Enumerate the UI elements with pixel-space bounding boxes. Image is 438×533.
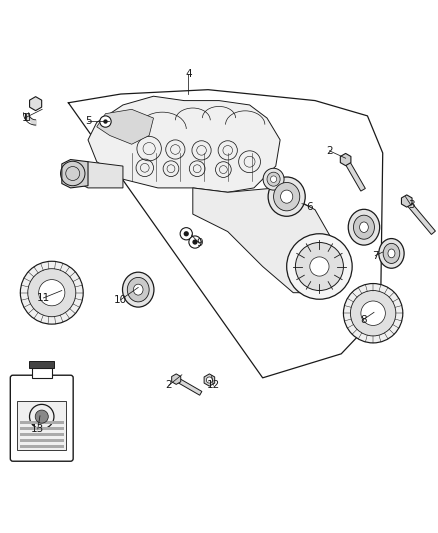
Polygon shape	[204, 374, 215, 386]
Polygon shape	[20, 439, 64, 442]
Circle shape	[192, 239, 198, 245]
Polygon shape	[30, 96, 42, 111]
Circle shape	[206, 377, 212, 383]
Text: 2: 2	[166, 380, 172, 390]
Ellipse shape	[281, 190, 293, 203]
Text: 3: 3	[408, 200, 414, 211]
Ellipse shape	[267, 172, 280, 186]
Ellipse shape	[348, 209, 380, 245]
Text: 10: 10	[114, 295, 127, 305]
Ellipse shape	[274, 182, 300, 211]
Polygon shape	[343, 158, 365, 191]
Polygon shape	[32, 368, 52, 378]
Polygon shape	[20, 421, 64, 424]
Ellipse shape	[360, 222, 368, 232]
Circle shape	[180, 228, 192, 240]
Text: 13: 13	[31, 424, 44, 434]
Circle shape	[343, 284, 403, 343]
Polygon shape	[340, 154, 351, 166]
Ellipse shape	[388, 249, 395, 258]
FancyBboxPatch shape	[11, 375, 73, 461]
Text: 6: 6	[307, 201, 313, 212]
Polygon shape	[62, 159, 88, 188]
Text: 8: 8	[360, 315, 367, 325]
Text: 9: 9	[196, 238, 203, 248]
Polygon shape	[402, 195, 412, 207]
Text: 1: 1	[21, 113, 28, 123]
Ellipse shape	[268, 177, 305, 216]
Ellipse shape	[383, 244, 400, 263]
Polygon shape	[71, 161, 123, 188]
Polygon shape	[97, 109, 153, 144]
Ellipse shape	[353, 215, 374, 239]
Bar	[17, 401, 66, 450]
Polygon shape	[20, 445, 64, 448]
Circle shape	[361, 301, 385, 326]
Text: 4: 4	[185, 69, 192, 79]
Text: 7: 7	[372, 251, 378, 261]
Ellipse shape	[271, 176, 277, 182]
Text: 11: 11	[37, 293, 50, 303]
Text: 2: 2	[326, 146, 333, 156]
Text: 12: 12	[207, 380, 220, 390]
Polygon shape	[405, 199, 435, 235]
Polygon shape	[88, 96, 280, 192]
Ellipse shape	[123, 272, 154, 307]
Circle shape	[103, 119, 108, 124]
Ellipse shape	[127, 277, 149, 302]
Polygon shape	[172, 374, 181, 384]
Polygon shape	[26, 113, 28, 120]
Circle shape	[28, 269, 76, 317]
Circle shape	[350, 290, 396, 336]
Circle shape	[39, 280, 65, 306]
Polygon shape	[29, 361, 54, 368]
Polygon shape	[20, 433, 64, 436]
Circle shape	[184, 231, 189, 236]
Circle shape	[287, 234, 352, 299]
Polygon shape	[20, 427, 64, 430]
Circle shape	[100, 116, 111, 127]
Ellipse shape	[263, 168, 284, 190]
Ellipse shape	[379, 239, 404, 268]
Ellipse shape	[134, 284, 143, 295]
Circle shape	[189, 236, 201, 248]
Circle shape	[20, 261, 83, 324]
Circle shape	[35, 410, 48, 423]
Text: 5: 5	[85, 116, 92, 126]
Circle shape	[295, 243, 343, 290]
Circle shape	[310, 257, 329, 276]
Polygon shape	[193, 188, 341, 293]
Polygon shape	[175, 377, 202, 395]
